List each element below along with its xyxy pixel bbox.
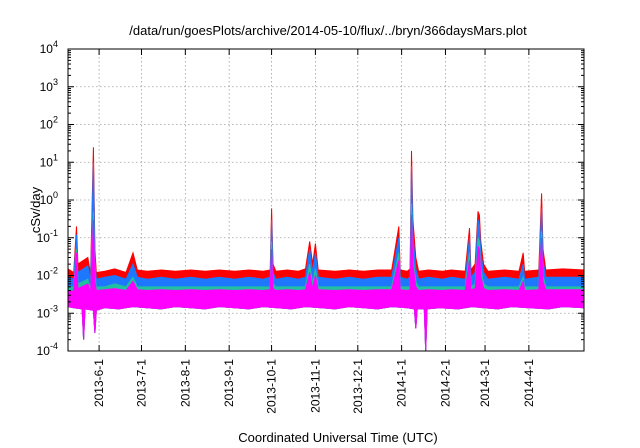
series-area-2 bbox=[67, 162, 585, 352]
x-tick-label: 2014-1-1 bbox=[395, 359, 409, 407]
series-layer bbox=[67, 147, 585, 352]
y-tick-label: 10-3 bbox=[37, 303, 58, 320]
y-tick-label: 103 bbox=[40, 77, 58, 94]
x-tick-label: 2014-4-1 bbox=[522, 359, 536, 407]
y-tick-label: 102 bbox=[40, 115, 58, 132]
x-axis: 2013-6-1 2013-7-1 2013-8-1 2013-9-1 2013-10-… bbox=[92, 49, 536, 414]
x-tick-label: 2013-11-1 bbox=[308, 359, 322, 413]
series-area-4 bbox=[67, 214, 585, 352]
y-tick-label: 10-4 bbox=[37, 341, 58, 358]
x-tick-label: 2013-10-1 bbox=[265, 359, 279, 414]
x-tick-label: 2014-2-1 bbox=[438, 359, 452, 407]
x-tick-label: 2013-12-1 bbox=[351, 359, 365, 414]
y-tick-label: 104 bbox=[40, 39, 58, 56]
x-tick-label: 2013-8-1 bbox=[178, 359, 192, 407]
series-area-1 bbox=[67, 147, 585, 352]
x-tick-label: 2013-6-1 bbox=[92, 359, 106, 407]
y-tick-label: 10-2 bbox=[37, 266, 58, 283]
y-tick-label: 100 bbox=[40, 190, 58, 207]
x-tick-label: 2014-3-1 bbox=[478, 359, 492, 407]
x-axis-label: Coordinated Universal Time (UTC) bbox=[238, 430, 437, 445]
y-tick-label: 101 bbox=[40, 152, 58, 169]
x-tick-label: 2013-7-1 bbox=[135, 359, 149, 407]
chart-title: /data/run/goesPlots/archive/2014-05-10/f… bbox=[129, 23, 527, 38]
y-tick-label: 10-1 bbox=[37, 228, 58, 245]
y-axis-label: cSv/day bbox=[28, 186, 43, 233]
y-axis: 10-4 10-3 10-2 10-1 100 101 102 103 104 bbox=[37, 39, 584, 358]
x-tick-label: 2013-9-1 bbox=[222, 359, 236, 407]
